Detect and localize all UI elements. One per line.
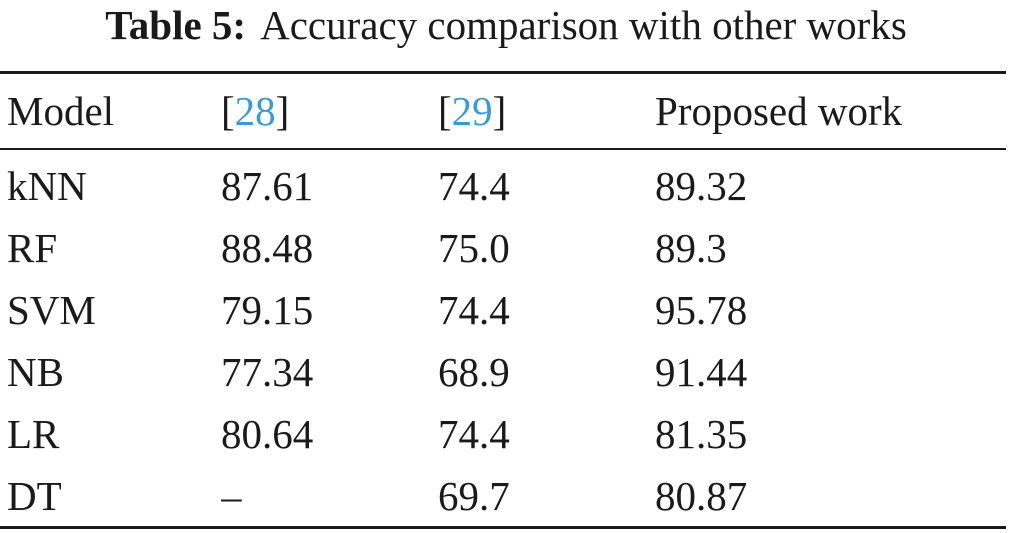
model-name: kNN: [7, 163, 87, 209]
table-row: RF 88.48 75.0 89.3: [0, 217, 1006, 279]
header-ref-28-open: [: [221, 88, 235, 134]
accuracy-proposed: 89.3: [655, 225, 727, 271]
accuracy-proposed: 95.78: [655, 287, 748, 333]
table-body: kNN 87.61 74.4 89.32 RF 88.48 75.0 89.3 …: [0, 155, 1006, 527]
accuracy-ref-29: 74.4: [438, 163, 510, 209]
model-name: NB: [7, 349, 64, 395]
accuracy-ref-29: 74.4: [438, 287, 510, 333]
model-name: LR: [7, 411, 60, 457]
accuracy-ref-29: 75.0: [438, 225, 510, 271]
accuracy-ref-29: 74.4: [438, 411, 510, 457]
bottom-rule: [0, 526, 1006, 529]
citation-link-29[interactable]: 29: [451, 88, 493, 134]
accuracy-proposed: 91.44: [655, 349, 748, 395]
table-caption: Table 5: Accuracy comparison with other w…: [0, 0, 1012, 50]
accuracy-ref-28: 88.48: [221, 225, 314, 271]
header-ref-29-open: [: [438, 88, 452, 134]
header-model: Model: [7, 88, 115, 134]
table-caption-text: Accuracy comparison with other works: [260, 2, 907, 48]
table-row: NB 77.34 68.9 91.44: [0, 341, 1006, 403]
table-row: LR 80.64 74.4 81.35: [0, 403, 1006, 465]
model-name: DT: [7, 473, 62, 519]
citation-link-28[interactable]: 28: [234, 88, 276, 134]
accuracy-ref-28: 77.34: [221, 349, 314, 395]
accuracy-proposed: 89.32: [655, 163, 748, 209]
accuracy-ref-28: –: [221, 473, 242, 519]
header-proposed-work: Proposed work: [655, 88, 903, 134]
table-caption-label: Table 5:: [105, 2, 247, 48]
accuracy-proposed: 80.87: [655, 473, 748, 519]
header-ref-28: [28]: [221, 80, 438, 142]
table-header: Model [28] [29] Proposed work: [0, 80, 1006, 142]
top-rule: [0, 71, 1006, 74]
header-ref-29: [29]: [438, 80, 655, 142]
header-ref-29-close: ]: [492, 88, 507, 134]
accuracy-ref-29: 69.7: [438, 473, 510, 519]
table-row: DT – 69.7 80.87: [0, 465, 1006, 527]
header-row: Model [28] [29] Proposed work: [0, 80, 1006, 142]
accuracy-ref-28: 87.61: [221, 163, 314, 209]
accuracy-ref-28: 80.64: [221, 411, 314, 457]
accuracy-proposed: 81.35: [655, 411, 748, 457]
table-row: kNN 87.61 74.4 89.32: [0, 155, 1006, 217]
model-name: SVM: [7, 287, 96, 333]
table-row: SVM 79.15 74.4 95.78: [0, 279, 1006, 341]
model-name: RF: [7, 225, 58, 271]
header-rule: [0, 148, 1006, 150]
header-ref-28-close: ]: [275, 88, 290, 134]
accuracy-ref-28: 79.15: [221, 287, 314, 333]
accuracy-ref-29: 68.9: [438, 349, 510, 395]
